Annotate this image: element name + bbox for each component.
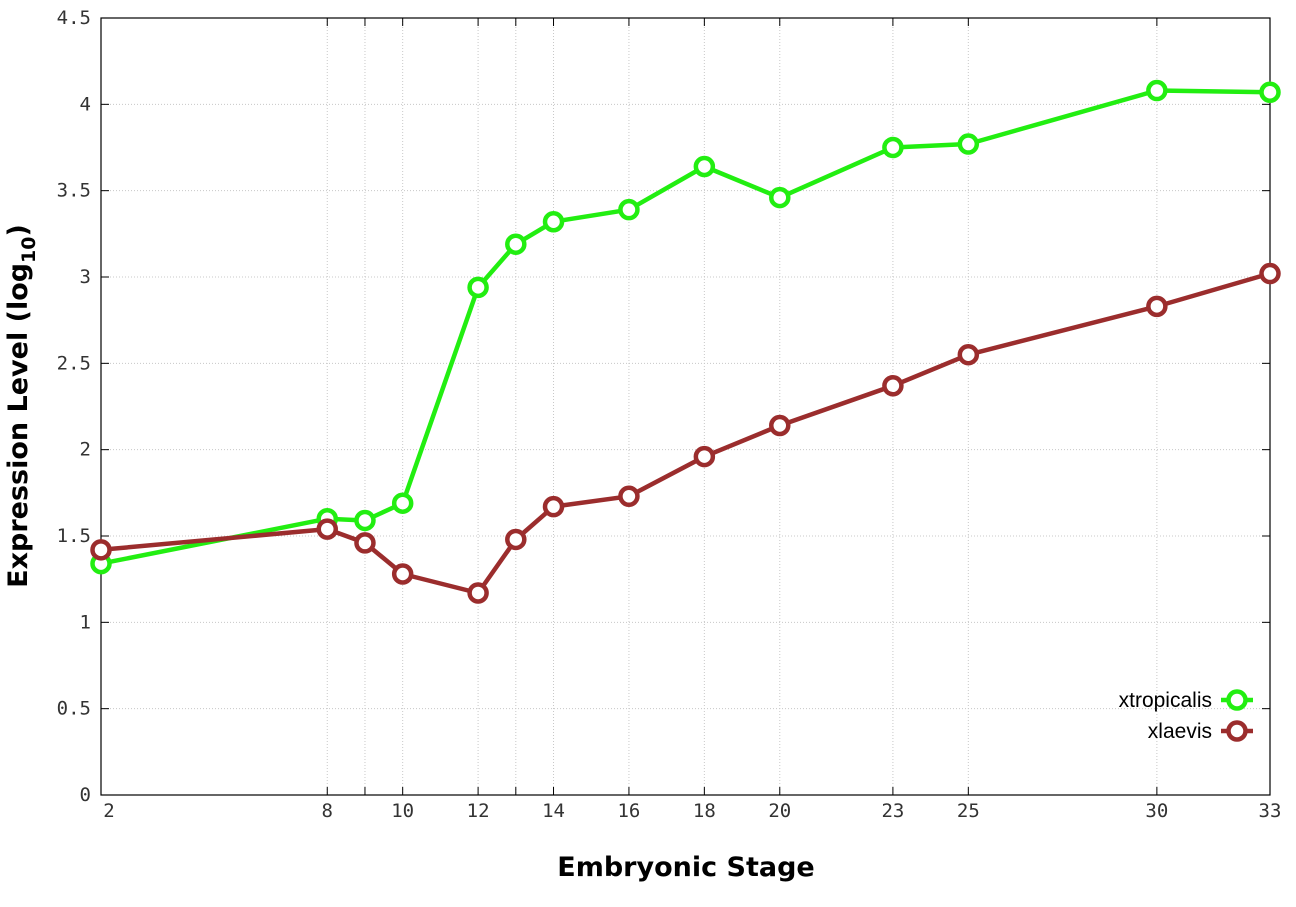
data-point [354, 532, 376, 554]
y-axis-title-main: Expression Level (log [3, 263, 34, 588]
data-point [1146, 79, 1168, 102]
axes: 0 0.5 1 1.5 2 2.5 3 3.5 4 4.5 2 8 10 12 14 16 18 20 23 25 30… [57, 7, 1282, 822]
y-axis-title-sub: 10 [18, 236, 40, 262]
y-axis-title: Expression Level (log10) [3, 224, 40, 588]
x-tick-label: 8 [322, 800, 333, 822]
data-point [467, 276, 489, 299]
y-tick-label: 0.5 [57, 698, 91, 720]
data-point [467, 582, 489, 604]
y-axis-title-close: ) [3, 224, 34, 236]
data-point [882, 375, 904, 397]
legend-item-xlaevis: xlaevis [1148, 720, 1253, 743]
data-point [391, 492, 414, 514]
x-axis-title: Embryonic Stage [557, 852, 814, 883]
data-point [957, 343, 980, 366]
data-point [618, 198, 640, 221]
data-point [316, 518, 339, 540]
legend-marker-swatch [1226, 689, 1248, 711]
series-line-xtropicalis [100, 88, 1271, 566]
data-point [957, 133, 980, 155]
x-tick-label: 33 [1259, 800, 1282, 822]
data-point [882, 136, 904, 159]
y-tick-label: 3.5 [57, 180, 91, 202]
x-tick-label: 18 [693, 800, 716, 822]
legend-label: xtropicalis [1119, 689, 1212, 712]
x-tick-label: 23 [881, 800, 904, 822]
y-tick-label: 2 [80, 439, 91, 461]
data-point [505, 233, 527, 255]
series-line-xlaevis [100, 271, 1271, 596]
x-tick-label: 25 [957, 800, 980, 822]
y-tick-label: 0 [80, 784, 91, 806]
legend: xtropicalis xlaevis [1119, 689, 1253, 743]
y-tick-label: 2.5 [57, 352, 91, 374]
data-point [505, 528, 527, 551]
x-tick-label: 10 [391, 800, 414, 822]
legend-item-xtropicalis: xtropicalis [1119, 689, 1253, 712]
data-point [90, 539, 112, 561]
legend-marker-swatch [1226, 720, 1248, 742]
series-xlaevis [90, 262, 1281, 604]
y-tick-label: 4.5 [57, 7, 91, 29]
series-group [90, 79, 1281, 604]
x-tick-label: 12 [467, 800, 490, 822]
data-point [391, 563, 414, 585]
data-point [693, 155, 716, 178]
data-point [542, 210, 565, 233]
data-point [542, 495, 565, 518]
data-point [769, 414, 791, 437]
grid [101, 18, 1270, 795]
data-point [1259, 262, 1281, 285]
data-point [354, 509, 376, 532]
y-tick-label: 4 [80, 93, 91, 115]
x-tick-label: 14 [542, 800, 565, 822]
y-tick-label: 3 [80, 266, 91, 288]
series-xtropicalis [90, 79, 1281, 575]
y-tick-label: 1 [80, 611, 91, 633]
data-point [693, 445, 716, 468]
x-tick-label: 20 [768, 800, 791, 822]
data-point [1259, 81, 1281, 103]
plot-border [100, 17, 1271, 796]
x-tick-label: 16 [617, 800, 640, 822]
y-tick-label: 1.5 [57, 525, 91, 547]
legend-label: xlaevis [1148, 720, 1212, 743]
data-point [1146, 295, 1168, 318]
x-tick-label: 30 [1145, 800, 1168, 822]
data-point [769, 186, 791, 209]
data-point [618, 485, 640, 508]
x-tick-label: 2 [103, 800, 114, 822]
